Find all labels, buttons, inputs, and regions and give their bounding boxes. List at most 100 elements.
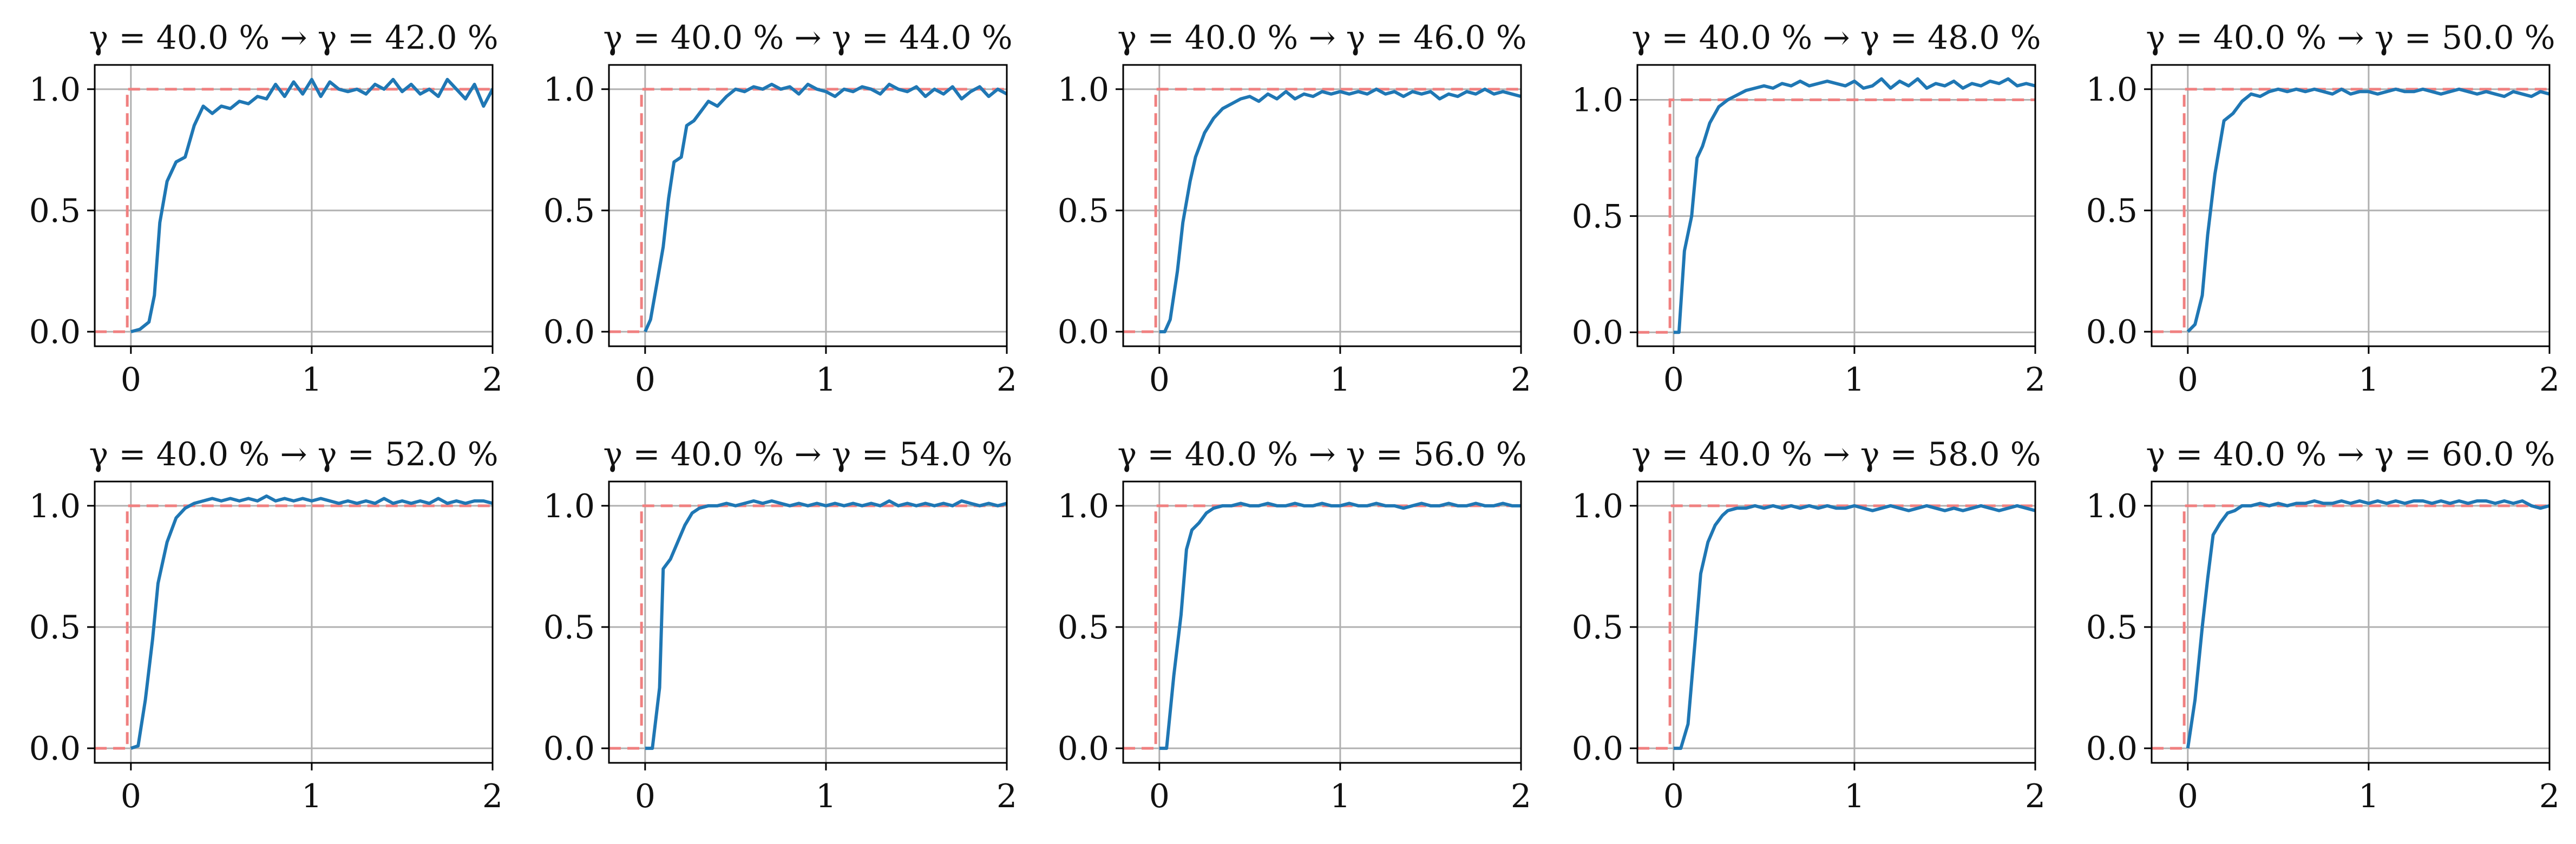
axes-frame (2151, 480, 2551, 764)
axes-frame (94, 480, 494, 764)
x-tick-label: 2 (997, 777, 1017, 815)
subplot-2: γ = 40.0 % → γ = 44.0 % 0 1 2 0.0 0.5 1.0 (543, 19, 1018, 399)
x-tick-label: 1 (1844, 361, 1865, 399)
series-line-1 (130, 77, 493, 334)
subplot-title: γ = 40.0 % → γ = 56.0 % (1117, 436, 1526, 473)
subplot-3: γ = 40.0 % → γ = 46.0 % 0 1 2 0.0 0.5 1.0 (1058, 19, 1532, 399)
axes-frame (1636, 480, 2036, 764)
x-tick-label: 0 (2178, 361, 2198, 399)
series-line-1 (1673, 77, 2035, 334)
axes-frame (94, 64, 494, 347)
subplot-title: γ = 40.0 % → γ = 42.0 % (89, 19, 498, 57)
y-tick-label: 0.5 (543, 609, 595, 647)
x-tick-label: 1 (816, 361, 836, 399)
y-tick-label: 0.0 (543, 730, 595, 768)
y-tick-label: 1.0 (1058, 487, 1109, 525)
series-line-1 (644, 82, 1007, 333)
x-tick-label: 0 (2178, 777, 2198, 815)
x-tick-label: 2 (2539, 777, 2560, 815)
y-tick-label: 0.5 (1572, 197, 1623, 235)
x-tick-label: 1 (301, 361, 322, 399)
x-tick-label: 2 (482, 361, 503, 399)
y-tick-label: 0.0 (29, 313, 81, 351)
x-tick-label: 2 (997, 361, 1017, 399)
x-tick-label: 1 (1330, 777, 1351, 815)
y-tick-label: 0.5 (1058, 192, 1109, 230)
x-tick-label: 0 (635, 361, 656, 399)
reference-step-line (2152, 504, 2549, 750)
x-tick-label: 2 (1511, 361, 1531, 399)
subplot-title: γ = 40.0 % → γ = 46.0 % (1117, 19, 1526, 57)
axes-frame (608, 64, 1008, 347)
x-tick-label: 2 (2539, 361, 2560, 399)
series-line-1 (1159, 502, 1521, 750)
y-tick-label: 1.0 (1058, 71, 1109, 109)
y-tick-label: 1.0 (2086, 487, 2138, 525)
reference-step-line (95, 88, 493, 333)
subplot-title: γ = 40.0 % → γ = 58.0 % (1631, 436, 2041, 473)
y-tick-label: 0.0 (1058, 313, 1109, 351)
subplot-7: γ = 40.0 % → γ = 54.0 % 0 1 2 0.0 0.5 1.0 (543, 436, 1018, 815)
y-tick-label: 1.0 (29, 487, 81, 525)
subplot-title: γ = 40.0 % → γ = 48.0 % (1631, 19, 2041, 57)
series-line-1 (2186, 87, 2549, 333)
y-tick-label: 0.5 (1058, 609, 1109, 647)
y-tick-label: 0.5 (2086, 192, 2138, 230)
x-tick-label: 0 (1149, 777, 1170, 815)
x-tick-label: 1 (2358, 361, 2379, 399)
y-tick-label: 0.0 (1058, 730, 1109, 768)
axes-frame (1636, 64, 2036, 347)
axes-frame (2151, 64, 2551, 347)
y-tick-label: 0.5 (2086, 609, 2138, 647)
y-tick-label: 1.0 (1572, 81, 1623, 119)
subplot-4: γ = 40.0 % → γ = 48.0 % 0 1 2 0.0 0.5 1.0 (1572, 19, 2046, 399)
y-tick-label: 0.0 (2086, 730, 2138, 768)
x-tick-label: 1 (816, 777, 836, 815)
x-tick-label: 2 (2025, 361, 2046, 399)
subplot-title: γ = 40.0 % → γ = 54.0 % (603, 436, 1012, 473)
y-tick-label: 0.0 (1572, 730, 1623, 768)
axes-frame (1122, 64, 1522, 347)
y-tick-label: 0.5 (29, 192, 81, 230)
x-tick-label: 0 (121, 361, 141, 399)
y-tick-label: 0.5 (1572, 609, 1623, 647)
x-tick-label: 0 (1149, 361, 1170, 399)
x-tick-label: 0 (635, 777, 656, 815)
y-tick-label: 1.0 (1572, 487, 1623, 525)
series-line-1 (645, 499, 1007, 750)
subplot-1: γ = 40.0 % → γ = 42.0 % 0 1 2 0.0 0.5 1.0 (29, 19, 503, 399)
x-tick-label: 0 (1663, 361, 1684, 399)
x-tick-label: 0 (121, 777, 141, 815)
reference-step-line (609, 504, 1007, 750)
x-tick-label: 1 (1330, 361, 1351, 399)
subplot-title: γ = 40.0 % → γ = 50.0 % (2146, 19, 2555, 57)
subplot-title: γ = 40.0 % → γ = 60.0 % (2146, 436, 2555, 473)
x-tick-label: 1 (301, 777, 322, 815)
series-line-1 (1673, 504, 2035, 750)
subplot-title: γ = 40.0 % → γ = 44.0 % (603, 19, 1012, 57)
reference-step-line (2152, 88, 2549, 333)
reference-step-line (1123, 88, 1521, 333)
y-tick-label: 0.5 (543, 192, 595, 230)
y-tick-label: 0.0 (1572, 314, 1623, 352)
x-tick-label: 2 (1511, 777, 1531, 815)
reference-step-line (1637, 504, 2035, 750)
subplot-8: γ = 40.0 % → γ = 56.0 % 0 1 2 0.0 0.5 1.0 (1058, 436, 1532, 815)
x-tick-label: 0 (1663, 777, 1684, 815)
x-tick-label: 1 (2358, 777, 2379, 815)
axes-frame (1122, 480, 1522, 764)
x-tick-label: 2 (2025, 777, 2046, 815)
subplot-title: γ = 40.0 % → γ = 52.0 % (89, 436, 498, 473)
y-tick-label: 1.0 (2086, 71, 2138, 109)
subplot-9: γ = 40.0 % → γ = 58.0 % 0 1 2 0.0 0.5 1.0 (1572, 436, 2046, 815)
y-tick-label: 1.0 (543, 71, 595, 109)
reference-step-line (1123, 504, 1521, 750)
y-tick-label: 0.0 (29, 730, 81, 768)
reference-step-line (609, 88, 1007, 333)
y-tick-label: 1.0 (543, 487, 595, 525)
reference-step-line (95, 504, 493, 750)
x-tick-label: 1 (1844, 777, 1865, 815)
x-tick-label: 2 (482, 777, 503, 815)
subplot-6: γ = 40.0 % → γ = 52.0 % 0 1 2 0.0 0.5 1.0 (29, 436, 503, 815)
